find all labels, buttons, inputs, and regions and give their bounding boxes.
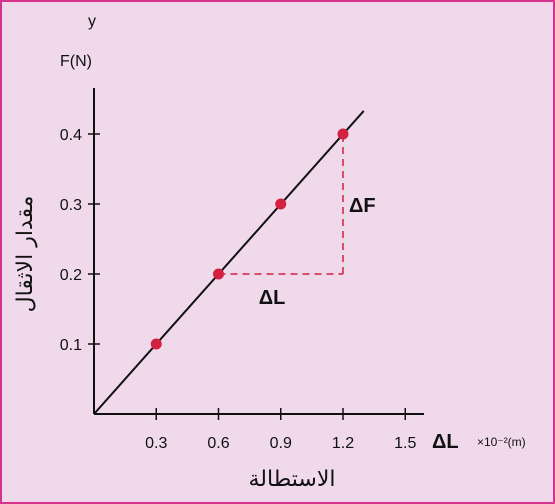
x-tick-label: 0.3 [145, 435, 167, 452]
y-axis-label: F(N) [60, 53, 92, 70]
y-axis-arabic-label: مقدار الاثقال [13, 196, 38, 313]
y-tick-label: 0.3 [60, 197, 82, 214]
marks-group [93, 110, 365, 415]
x-tick-label: 1.5 [394, 435, 416, 452]
y-tick-label: 0.2 [60, 267, 82, 284]
y-tick-label: 0.4 [60, 127, 82, 144]
y-axis-letter: y [88, 13, 96, 30]
x-tick-label: 1.2 [332, 435, 354, 452]
x-tick-label: 0.9 [270, 435, 292, 452]
data-point [150, 338, 162, 350]
x-axis-unit: ×10⁻²(m) [477, 435, 526, 449]
data-point [337, 128, 349, 140]
x-axis-label: ΔL [432, 431, 459, 453]
x-tick-label: 0.6 [207, 435, 229, 452]
y-tick-label: 0.1 [60, 337, 82, 354]
data-point [275, 198, 287, 210]
delta-f-annotation: ΔF [349, 195, 376, 217]
fit-line [93, 110, 365, 415]
axes-group: 0.3 0.6 0.9 1.2 1.5 0.1 0.2 0.3 0.4 [60, 88, 424, 452]
data-point [213, 268, 224, 280]
x-axis-arabic-label: الاستطالة [249, 467, 336, 492]
delta-l-annotation: ΔL [259, 287, 286, 309]
